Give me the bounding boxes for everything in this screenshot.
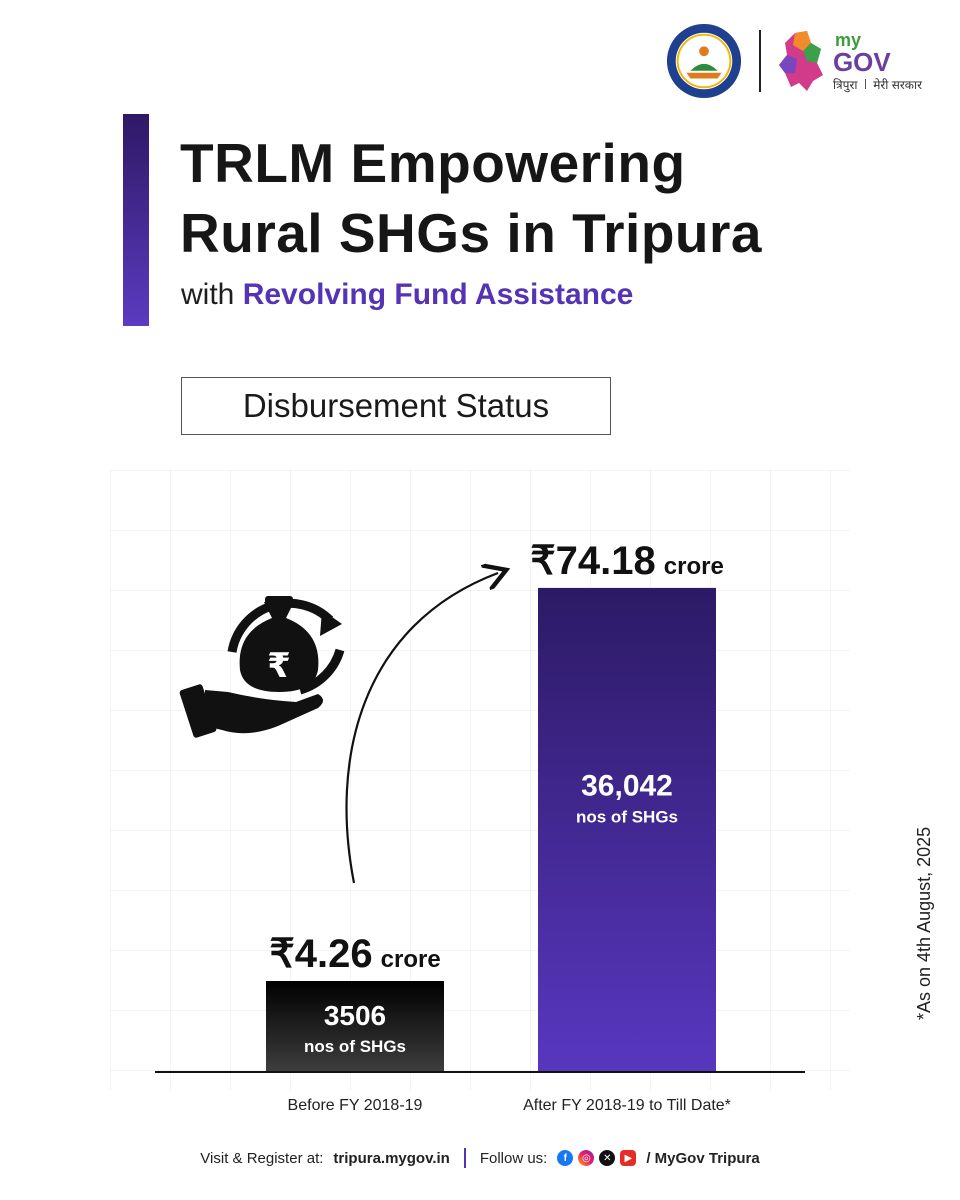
footer-visit-label: Visit & Register at: [200, 1149, 324, 1167]
section-label-box: Disbursement Status [181, 377, 611, 435]
facebook-icon[interactable]: f [557, 1150, 574, 1166]
subtitle-prefix: with [181, 278, 235, 311]
tripura-map-icon [778, 31, 823, 91]
logo-divider [758, 30, 761, 92]
subtitle: with Revolving Fund Assistance [181, 278, 633, 312]
footer-follow-label: Follow us: [479, 1149, 548, 1167]
section-label: Disbursement Status [242, 387, 550, 424]
title-line-1: TRLM Empowering [180, 132, 686, 194]
svg-text:₹: ₹ [267, 646, 291, 686]
bar-1-value-label: ₹4.26 crore [269, 932, 440, 976]
subtitle-highlight: Revolving Fund Assistance [242, 278, 634, 311]
bar-2-shg-count: 36,042 [581, 770, 673, 803]
mygov-my-text: my [834, 30, 861, 50]
x-icon[interactable]: ✕ [599, 1150, 616, 1166]
footer-separator [463, 1148, 466, 1168]
bar-1-shg-count: 3506 [324, 1000, 386, 1031]
footer-handle: / MyGov Tripura [646, 1149, 760, 1167]
mygov-state-text: त्रिपुरा [832, 78, 858, 92]
mygov-logo: my GOV त्रिपुरा मेरी सरकार [777, 29, 922, 93]
growth-arrow [345, 573, 498, 884]
category-label-1: Before FY 2018-19 [288, 1097, 423, 1114]
trlm-seal-icon [666, 23, 742, 99]
mygov-gov-text: GOV [832, 47, 891, 77]
footer: Visit & Register at: tripura.mygov.in Fo… [0, 1148, 960, 1168]
header-logos: my GOV त्रिपुरा मेरी सरकार [665, 22, 922, 100]
money-bag-hand-icon: ₹ [179, 596, 345, 738]
bar-2-value-label: ₹74.18 crore [530, 539, 724, 583]
title-line-2: Rural SHGs in Tripura [180, 202, 763, 264]
bar-1-shg-unit: nos of SHGs [304, 1037, 406, 1056]
grid-background [110, 470, 850, 1090]
page-title: TRLM Empowering Rural SHGs in Tripura [180, 128, 762, 268]
category-label-2: After FY 2018-19 to Till Date* [523, 1097, 731, 1114]
bar-1 [266, 981, 444, 1071]
bar-2 [538, 587, 716, 1071]
footer-url-link[interactable]: tripura.mygov.in [333, 1149, 450, 1167]
title-accent-bar [123, 114, 149, 326]
bar-2-shg-unit: nos of SHGs [576, 808, 678, 827]
social-icons: f ◎ ✕ ▶ [557, 1150, 637, 1166]
mygov-tagline: मेरी सरकार [873, 78, 922, 92]
instagram-icon[interactable]: ◎ [578, 1150, 595, 1166]
side-note: *As on 4th August, 2025 [914, 827, 934, 1020]
youtube-icon[interactable]: ▶ [620, 1150, 637, 1166]
